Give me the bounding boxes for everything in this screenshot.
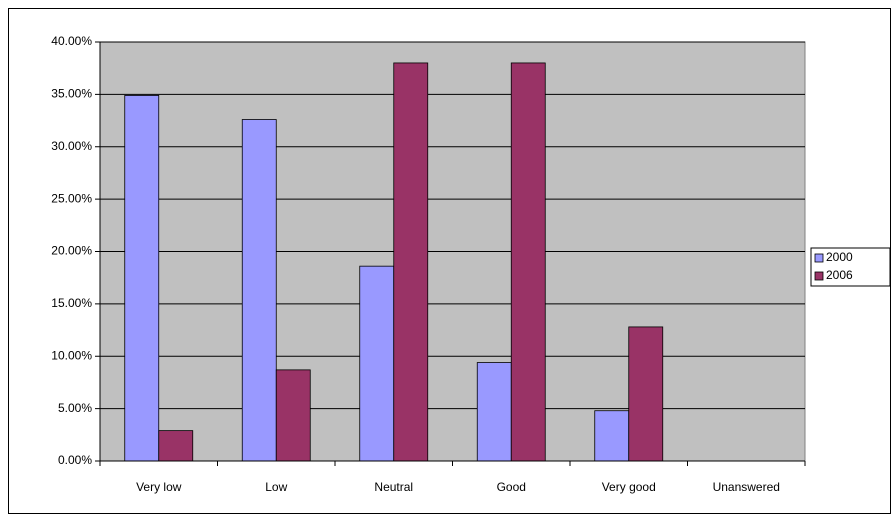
x-tick-label: Unanswered (713, 480, 780, 494)
y-tick-label: 25.00% (51, 191, 92, 205)
y-tick-label: 30.00% (51, 139, 92, 153)
bar (628, 326, 664, 462)
bar (510, 62, 546, 462)
bar (275, 369, 311, 462)
x-tick-label: Very low (136, 480, 182, 494)
x-tick-label: Neutral (374, 480, 413, 494)
bar (476, 362, 512, 462)
bar (158, 430, 194, 462)
bar (594, 410, 630, 462)
y-tick-label: 40.00% (51, 34, 92, 48)
bar (124, 95, 160, 462)
legend-label: 2006 (826, 268, 853, 282)
bar (393, 62, 429, 462)
y-tick-label: 35.00% (51, 87, 92, 101)
x-tick-label: Good (497, 480, 526, 494)
y-tick-label: 10.00% (51, 348, 92, 362)
y-tick-label: 5.00% (58, 401, 92, 415)
legend-swatch (814, 253, 824, 263)
bar (241, 119, 277, 462)
x-tick-label: Very good (602, 480, 656, 494)
legend-label: 2000 (826, 250, 853, 264)
y-tick-label: 0.00% (58, 453, 92, 467)
bar (359, 265, 395, 462)
x-tick-label: Low (265, 480, 287, 494)
y-tick-label: 15.00% (51, 296, 92, 310)
legend-box (810, 247, 891, 287)
y-tick-label: 20.00% (51, 244, 92, 258)
legend-swatch (814, 271, 824, 281)
